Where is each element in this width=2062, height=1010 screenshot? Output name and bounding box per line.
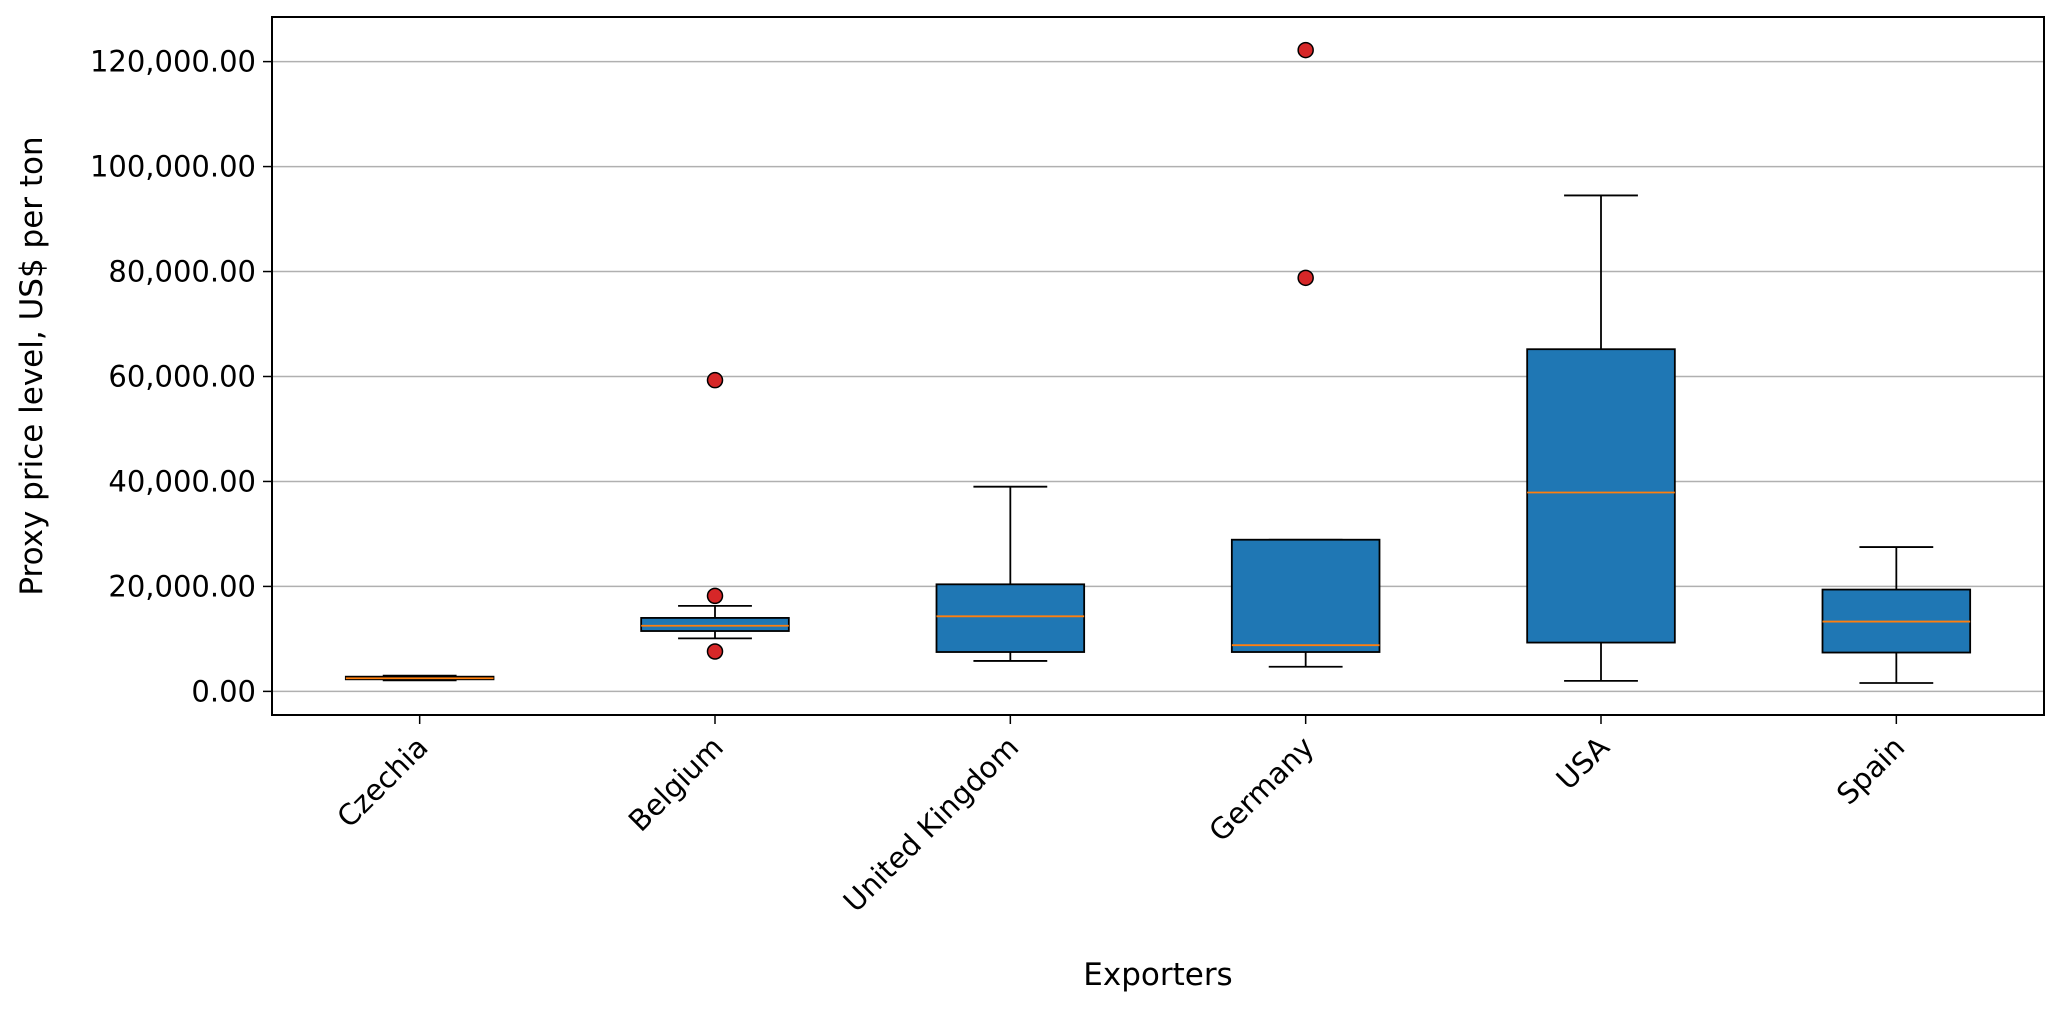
box-germany <box>1230 41 1381 668</box>
outlier-point <box>706 643 724 660</box>
box-usa <box>1526 194 1676 682</box>
box-iqr <box>1230 538 1381 653</box>
y-axis-label: Proxy price level, US$ per ton <box>14 136 50 595</box>
outlier-point <box>706 371 724 389</box>
y-tick-label: 40,000.00 <box>108 464 256 498</box>
x-tick-label-spain: Spain <box>1830 730 1911 811</box>
x-tick-label-czechia: Czechia <box>330 730 434 834</box>
x-tick-label-belgium: Belgium <box>622 730 730 838</box>
y-tick-label: 100,000.00 <box>90 150 256 184</box>
grid-lines <box>272 60 2044 693</box>
outlier-point <box>706 587 724 605</box>
y-tick-label: 60,000.00 <box>108 359 256 393</box>
outlier-point <box>1297 269 1314 287</box>
boxes-layer <box>344 41 1972 684</box>
box-iqr <box>640 617 790 632</box>
box-belgium <box>640 371 790 660</box>
x-tick-label-usa: USA <box>1549 730 1616 797</box>
x-axis-label: Exporters <box>1083 957 1232 993</box>
plot-frame <box>271 16 2045 716</box>
y-tick-label: 120,000.00 <box>90 45 256 79</box>
box-czechia <box>344 674 495 682</box>
y-tick-label: 0.00 <box>191 674 256 708</box>
y-tick-label: 20,000.00 <box>108 569 256 603</box>
box-iqr <box>935 583 1086 653</box>
outlier-point <box>1297 41 1314 59</box>
box-spain <box>1821 546 1972 684</box>
box-united-kingdom <box>935 485 1086 662</box>
y-tick-label: 80,000.00 <box>108 255 256 289</box>
box-iqr <box>1526 348 1676 644</box>
x-tick-label-united-kingdom: United Kingdom <box>837 730 1026 919</box>
x-tick-label-germany: Germany <box>1202 730 1320 848</box>
